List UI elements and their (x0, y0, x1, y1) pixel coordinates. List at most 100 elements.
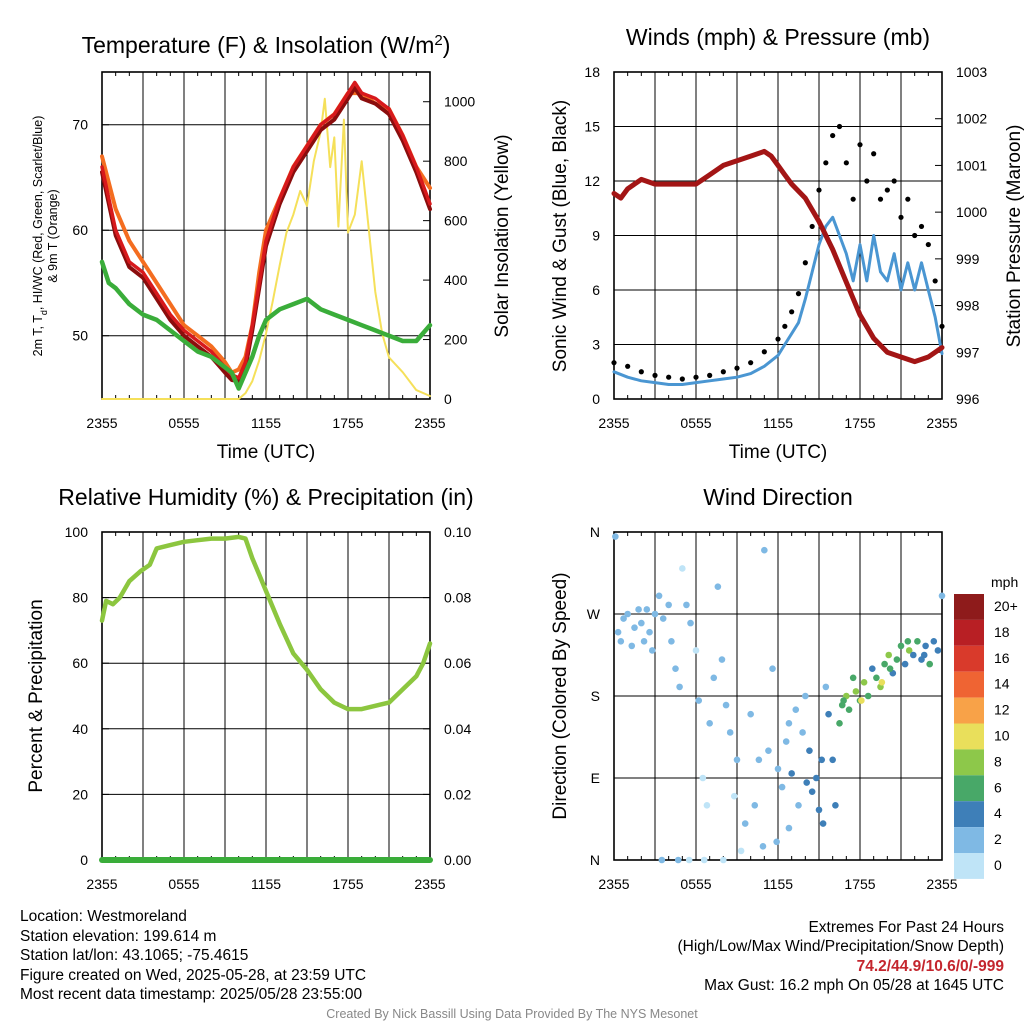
max-gust: Max Gust: 16.2 mph On 05/28 at 1645 UTC (704, 977, 1004, 995)
y2-tick-label: 0.00 (444, 852, 471, 868)
station-elevation: Station elevation: 199.614 m (20, 927, 217, 945)
legend-label: 8 (994, 753, 1002, 769)
direction-point (765, 747, 772, 754)
y-tick-label: 18 (584, 64, 600, 80)
gust-point (652, 372, 658, 378)
y2-tick-label: 600 (444, 213, 468, 229)
legend-label: 2 (994, 831, 1002, 847)
direction-point (620, 615, 627, 622)
direction-point (659, 615, 667, 622)
y2-tick-label: 1000 (444, 94, 475, 110)
direction-point (722, 701, 730, 709)
gust-point (761, 349, 767, 355)
direction-point (893, 656, 901, 663)
direction-point (782, 738, 790, 745)
gust-point (802, 260, 808, 266)
x-tick-label: 1755 (332, 415, 363, 431)
direction-point (624, 610, 631, 618)
direction-point (904, 638, 912, 645)
speed-legend-title: mph (991, 574, 1018, 590)
direction-point (881, 660, 888, 668)
direction-point (886, 665, 894, 672)
gust-point (884, 187, 890, 193)
direction-point (751, 802, 759, 809)
x-tick-label: 2355 (598, 415, 629, 431)
legend-swatch (954, 619, 984, 646)
gust-point (823, 160, 829, 166)
y2-tick-label: 1000 (956, 204, 987, 220)
x-tick-label: 0555 (168, 415, 199, 431)
x-tick-label: 2355 (926, 876, 957, 892)
direction-point (755, 756, 763, 764)
direction-point (864, 692, 872, 700)
legend-label: 4 (994, 805, 1002, 821)
y2-tick-label: 997 (956, 344, 980, 360)
direction-point (648, 647, 656, 654)
direction-point (706, 720, 713, 727)
x-tick-label: 2355 (414, 876, 445, 892)
dewpoint-line (99, 259, 433, 391)
direction-point (849, 674, 857, 682)
direction-point (812, 774, 820, 782)
gust-point (795, 291, 802, 297)
direction-point (774, 765, 782, 773)
direction-point (778, 783, 786, 791)
y-tick-label: 60 (72, 222, 88, 238)
humidity-title: Relative Humidity (%) & Precipitation (i… (58, 484, 473, 510)
station-latlon: Station lat/lon: 43.1065; -75.4615 (20, 947, 249, 965)
direction-point (818, 756, 826, 764)
gust-point (857, 142, 863, 148)
direction-point (938, 592, 946, 600)
direction-point (674, 856, 682, 864)
direction-point (692, 647, 700, 654)
direction-point (720, 856, 727, 864)
y2-tick-label: 0.10 (444, 524, 471, 540)
direction-point (614, 628, 622, 636)
winds-y2label: Station Pressure (Maroon) (1004, 125, 1024, 348)
gust-point (925, 241, 931, 248)
gust-point (898, 214, 904, 220)
gust-point (782, 323, 788, 329)
direction-point (699, 774, 707, 782)
y2-tick-label: 996 (956, 391, 980, 407)
direction-point (901, 660, 909, 668)
direction-point (840, 697, 847, 704)
y-tick-label: 0 (80, 852, 88, 868)
gust-point (789, 309, 795, 315)
y-tick-label: 3 (592, 337, 600, 353)
direction-point (759, 843, 767, 850)
y2-tick-label: 1001 (956, 157, 987, 173)
figure-created: Figure created on Wed, 2025-05-28, at 23… (20, 966, 367, 984)
y2-tick-label: 998 (956, 298, 980, 314)
y-tick-label: 15 (584, 119, 600, 135)
temperature-xlabel: Time (UTC) (217, 442, 316, 463)
svg-text:2m T, Td, HI/WC (Red, Green, S: 2m T, Td, HI/WC (Red, Green, Scarlet/Blu… (31, 116, 49, 357)
gust-point (625, 363, 631, 369)
gust-point (932, 278, 938, 284)
x-tick-label: 2355 (86, 415, 117, 431)
direction-point (934, 647, 942, 654)
legend-swatch (954, 827, 984, 853)
gust-point (707, 372, 713, 378)
humidity-ylabel: Percent & Precipitation (26, 599, 47, 792)
y2-tick-label: 800 (444, 153, 468, 169)
direction-point (922, 642, 929, 650)
y2-tick-label: 1003 (956, 64, 987, 80)
direction-point (845, 706, 853, 713)
gust-point (775, 336, 781, 342)
sonic-wind-line (612, 215, 944, 386)
direction-point (808, 788, 816, 795)
y-tick-label: 50 (72, 328, 88, 344)
direction-point (803, 779, 810, 786)
gust-point (918, 223, 925, 230)
gust-point (912, 232, 918, 239)
y-tick-label: 40 (72, 721, 88, 737)
direction-point (655, 592, 663, 600)
direction-point (815, 806, 823, 814)
legend-label: 6 (994, 779, 1002, 795)
direction-point (761, 546, 768, 554)
direction-point (869, 665, 876, 672)
credit-footer: Created By Nick Bassill Using Data Provi… (326, 1007, 698, 1021)
svg-text:& 9m T (Orange): & 9m T (Orange) (46, 189, 60, 282)
legend-swatch (954, 645, 984, 672)
